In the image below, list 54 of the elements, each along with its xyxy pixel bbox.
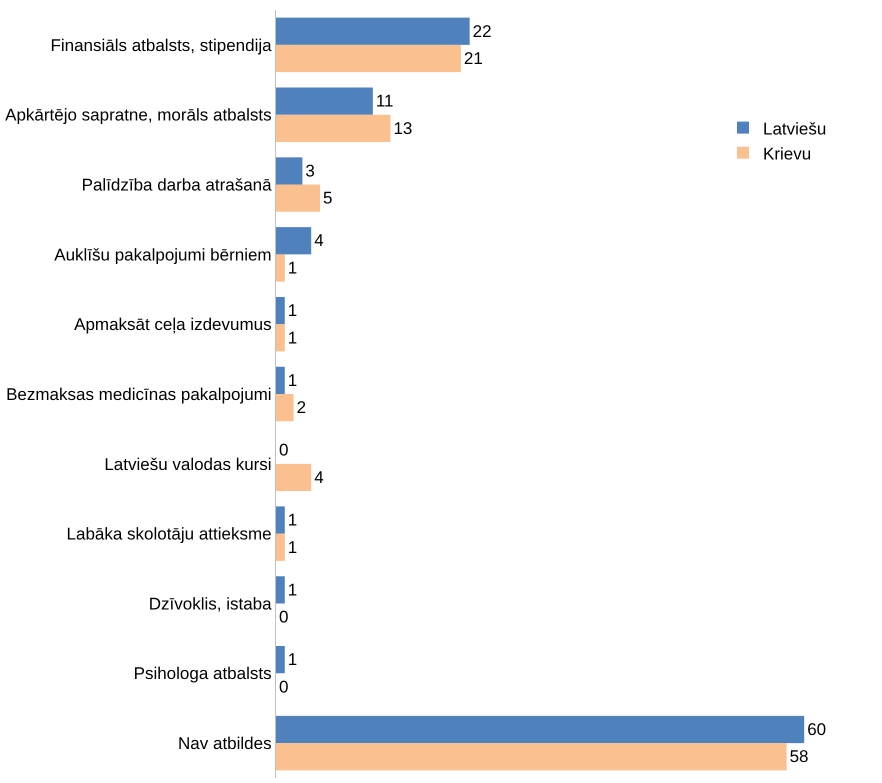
data-label: 1 [288, 538, 298, 557]
y-tick-label: Palīdzība darba atrašanā [82, 176, 272, 194]
bar [276, 88, 373, 115]
y-tick-label: Nav atbildes [178, 734, 272, 754]
y-tick-label: Latviešu valodas kursi [104, 454, 272, 474]
bar [276, 534, 285, 561]
bar [276, 324, 285, 352]
data-label: 1 [288, 258, 298, 278]
data-label: 21 [464, 49, 483, 68]
bar [276, 464, 312, 492]
bar [276, 44, 461, 72]
data-label: 11 [376, 92, 394, 111]
data-label: 2 [296, 398, 306, 418]
data-label: 1 [288, 510, 298, 530]
data-label: 22 [472, 22, 492, 41]
data-label: 0 [279, 440, 288, 460]
bar [276, 254, 285, 282]
data-label: 1 [288, 301, 298, 320]
y-tick-label: Apmaksāt ceļa izdevumus [74, 315, 272, 334]
y-tick-label: Dzīvoklis, istaba [148, 594, 272, 614]
y-tick-label: Bezmaksas medicīnas pakalpojumi [6, 384, 272, 404]
bar [276, 114, 390, 142]
y-tick-label: Labāka skolotāju attieksme [66, 524, 272, 544]
y-tick-label: Psihologa atbalsts [134, 664, 272, 684]
y-tick-label: Apkārtējo sapratne, morāls atbalsts [5, 106, 272, 125]
bar [276, 157, 302, 185]
data-label: 0 [279, 677, 288, 696]
legend-label: Krievu [763, 144, 812, 164]
data-label: 0 [279, 608, 288, 627]
data-label: 1 [288, 650, 298, 670]
data-label: 1 [288, 370, 298, 390]
bar [276, 506, 285, 534]
data-label: 60 [807, 720, 826, 739]
bar [276, 743, 787, 770]
data-label: 4 [314, 231, 324, 250]
bar [276, 366, 285, 394]
bar [276, 184, 320, 212]
data-label: 5 [323, 188, 332, 208]
bar [276, 716, 804, 744]
y-tick-label: Finansiāls atbalsts, stipendija [50, 36, 272, 55]
data-label: 4 [314, 468, 324, 487]
bar [276, 576, 285, 604]
data-label: 1 [288, 328, 298, 348]
bar [276, 227, 312, 254]
data-label: 1 [288, 580, 298, 600]
y-tick-label: Auklīšu pakalpojumi bērniem [54, 245, 272, 264]
data-label: 13 [393, 118, 412, 138]
bar [276, 296, 285, 324]
legend-label: Latviešu [763, 119, 826, 138]
bar [276, 394, 294, 422]
data-label: 58 [790, 747, 809, 766]
bar [276, 18, 470, 45]
data-label: 3 [305, 161, 315, 180]
bar [276, 646, 285, 674]
